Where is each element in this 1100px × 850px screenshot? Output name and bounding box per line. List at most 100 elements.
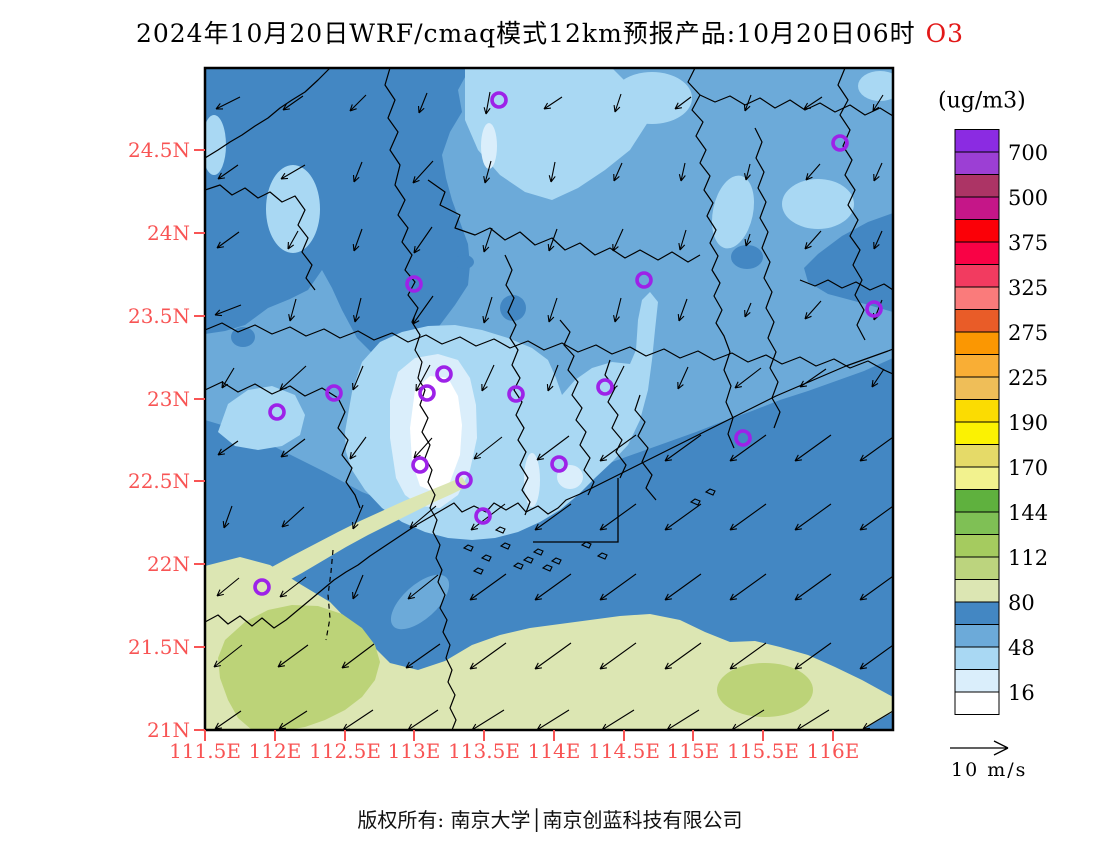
admin-boundary-line [559,319,595,496]
wind-arrow [794,434,832,462]
contour-region [454,255,474,269]
wind-arrow [804,230,822,250]
contour-region [557,465,583,489]
wind-arrow [794,573,832,601]
wind-arrow [664,434,702,462]
x-axis-label: 114.5E [588,739,660,763]
wind-arrow [729,434,767,462]
wind-arrow [222,505,233,529]
wind-arrow [281,506,305,528]
city-marker [405,275,423,293]
legend-value-label: 80 [1008,591,1035,615]
admin-boundary-line [384,68,457,730]
contour-region [612,72,692,124]
wind-arrow [280,164,306,180]
contour-region [218,605,380,730]
wind-arrow [744,302,752,318]
copyright-text: 版权所有: 南京大学│南京创蓝科技有限公司 [357,808,743,832]
contour-region [205,68,470,360]
city-marker [418,384,436,402]
wind-arrow [217,440,239,456]
y-axis-label: 21.5N [128,635,190,659]
wind-arrow [288,298,297,322]
city-marker [865,300,883,318]
legend-value-label: 325 [1008,276,1048,300]
contour-region [205,358,893,700]
y-axis-label: 23.5N [128,304,190,328]
wind-arrow [407,574,439,600]
city-marker [734,429,752,447]
admin-boundary-line [754,127,781,429]
wind-arrow [412,160,434,184]
legend-value-label: 170 [1008,456,1048,480]
city-marker [411,456,429,474]
wind-arrow [729,573,767,601]
island-outline [512,562,524,570]
island-outline [580,541,592,549]
wind-arrow [280,438,306,458]
title-text: 2024年10月20日WRF/cmaq模式12km预报产品:10月20日06时 [135,19,916,48]
wind-arrow [352,365,364,391]
wind-arrow [349,436,367,460]
wind-arrow [871,368,885,388]
city-marker [550,455,568,473]
wind-arrow [217,164,239,180]
contour-region [252,477,468,590]
wind-arrow [482,296,493,324]
contour-region [858,71,893,101]
legend-color-box [954,556,1000,580]
axis-ticks-and-labels: 111.5E 112E 112.5E 113E 113.5E 114E 114.5E 115E… [128,138,859,763]
legend-unit-label: (ug/m3) [938,89,1026,114]
wind-arrow [599,642,637,670]
legend-color-box [954,489,1000,513]
city-marker [490,91,508,109]
contour-region [218,386,305,450]
city-marker [831,134,849,152]
legend-color-box [954,421,1000,445]
contour-region [731,245,763,269]
wind-arrow [483,160,492,184]
wind-arrow [536,435,570,461]
wind-reference-arrow: 10 m/s [950,740,1025,781]
wind-arrow [287,230,299,250]
wind-arrow [282,95,304,111]
legend-value-label: 375 [1008,231,1048,255]
wind-arrow [729,503,767,531]
wind-arrow [353,297,362,323]
legend-color-box [954,646,1000,670]
contour-region [782,179,854,229]
contour-region [717,663,813,717]
legend-color-box [954,579,1000,603]
city-marker [635,271,653,289]
x-axis-label: 111.5E [169,739,241,763]
y-axis-label: 22.5N [128,469,190,493]
admin-boundary-line [504,254,531,516]
wind-arrow [483,91,491,115]
admin-boundary-line [799,279,893,291]
wind-arrow [482,227,493,253]
wind-arrow [613,162,623,182]
wind-arrow [677,298,688,322]
x-axis-label: 115E [667,739,720,763]
wind-arrow [664,642,702,670]
wind-arrow [794,503,832,531]
contour-region [481,123,497,169]
map-area [205,68,893,730]
wind-arrow [599,573,637,601]
city-marker [325,384,343,402]
wind-scale-arrow [950,740,1009,756]
island-outline [522,556,534,564]
legend-color-box [954,129,1000,153]
dashed-boundary-line [325,549,334,641]
wind-arrow [734,367,762,389]
wind-arrow [469,642,507,670]
admin-boundary-line [205,68,331,159]
wind-arrow [214,304,242,317]
legend-value-label: 275 [1008,321,1048,345]
wind-arrow [794,642,832,670]
legend-color-box [954,511,1000,535]
island-outline [462,544,474,552]
admin-boundary-line [699,94,893,117]
admin-boundary-line [837,68,866,341]
island-outline [472,567,484,575]
